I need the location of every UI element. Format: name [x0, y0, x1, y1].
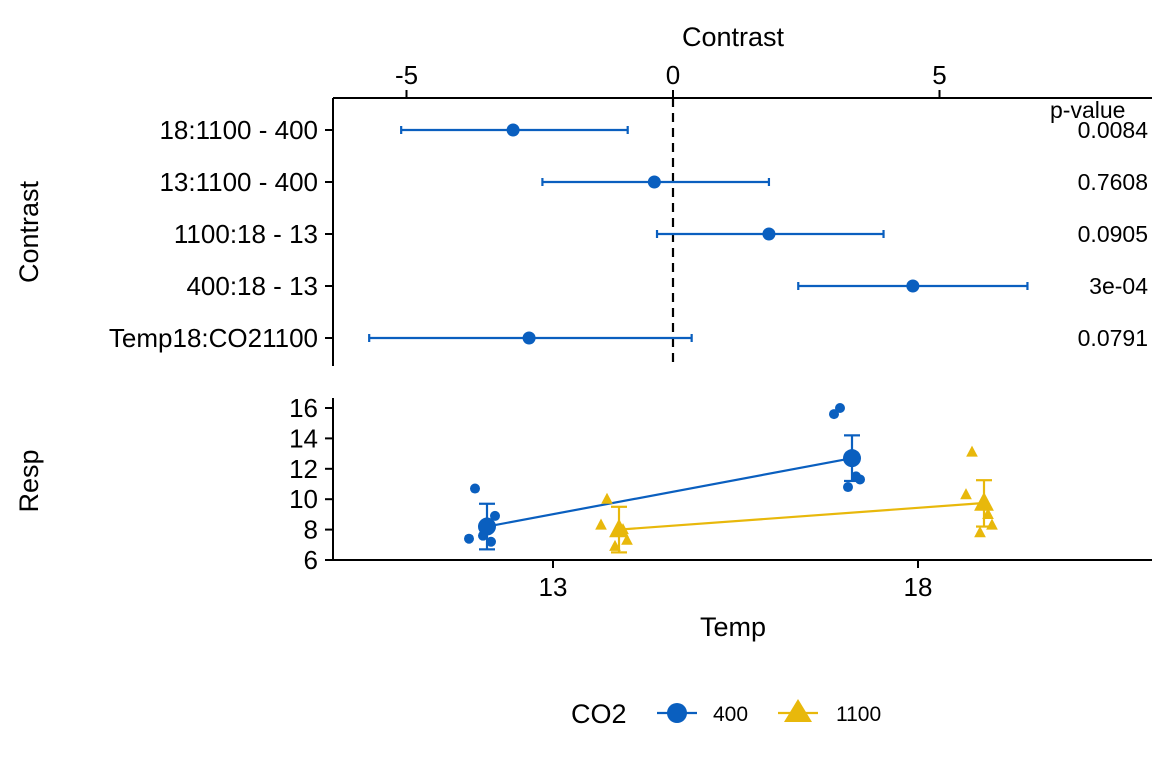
data-point — [966, 445, 978, 457]
top-panel-marks — [368, 123, 1029, 345]
p-value-header: p-value — [1050, 97, 1125, 123]
data-point — [835, 403, 845, 413]
legend-label-400: 400 — [713, 703, 748, 726]
legend-title: CO2 — [571, 699, 627, 729]
contrast-forest-panel: -5 0 5 18:1100 - 400 13:1100 - 400 1100:18 -… — [14, 22, 1152, 366]
series-400 — [464, 403, 865, 551]
top-panel-x-title: Contrast — [682, 22, 785, 52]
estimate-point-1100-18-13 — [762, 227, 776, 241]
legend-item-1100: 1100 — [778, 699, 881, 726]
data-point — [843, 482, 853, 493]
bottom-y-tick-label: 6 — [304, 545, 318, 575]
triangle-marker-icon — [784, 699, 812, 722]
bottom-panel-x-ticks: 13 18 — [539, 560, 933, 602]
contrast-label-400-18-13: 400:18 - 13 — [186, 271, 318, 301]
circle-marker-icon — [667, 703, 687, 723]
legend: CO2 400 1100 — [571, 699, 881, 729]
top-x-tick-label: 0 — [666, 60, 680, 90]
p-value-column: 0.0084 0.7608 0.0905 3e-04 0.0791 — [1078, 117, 1149, 351]
data-point — [490, 510, 500, 521]
top-x-tick-label: 5 — [932, 60, 946, 90]
contrast-label-18-1100-400: 18:1100 - 400 — [159, 115, 318, 145]
data-point — [464, 533, 474, 544]
data-point — [829, 409, 839, 420]
bottom-panel-y-title: Resp — [14, 449, 44, 512]
series-line-400 — [486, 457, 853, 528]
data-point — [974, 526, 986, 538]
mean-point — [974, 492, 994, 511]
data-point — [470, 483, 480, 494]
data-point — [601, 492, 613, 504]
data-point — [486, 536, 496, 547]
bottom-y-tick-label: 12 — [289, 454, 318, 484]
estimate-point-18-1100-400 — [506, 123, 520, 137]
data-point — [986, 518, 998, 530]
top-panel-x-ticks: -5 0 5 — [395, 60, 947, 98]
bottom-y-tick-label: 10 — [289, 484, 318, 514]
estimate-point-temp18-co21100 — [522, 331, 536, 345]
estimate-point-400-18-13 — [906, 279, 920, 293]
bottom-x-tick-label: 13 — [539, 572, 568, 602]
bottom-panel-x-title: Temp — [700, 612, 766, 642]
bottom-y-tick-label: 16 — [289, 393, 318, 423]
data-point — [595, 518, 607, 530]
contrast-label-1100-18-13: 1100:18 - 13 — [174, 219, 318, 249]
mean-point — [609, 518, 629, 538]
p-value-13-1100-400: 0.7608 — [1078, 169, 1148, 195]
top-x-tick-label: -5 — [395, 60, 418, 90]
top-panel-y-title: Contrast — [14, 180, 44, 283]
legend-item-400: 400 — [657, 703, 748, 726]
contrast-label-13-1100-400: 13:1100 - 400 — [159, 167, 318, 197]
p-value-18-1100-400: 0.0084 — [1078, 117, 1149, 143]
p-value-1100-18-13: 0.0905 — [1078, 221, 1148, 247]
p-value-temp18-co21100: 0.0791 — [1078, 325, 1148, 351]
mean-point — [478, 517, 496, 536]
top-panel-y-ticks: 18:1100 - 400 13:1100 - 400 1100:18 - 13 40… — [109, 115, 333, 353]
p-value-400-18-13: 3e-04 — [1089, 273, 1148, 299]
bottom-x-tick-label: 18 — [904, 572, 933, 602]
data-point — [621, 533, 633, 545]
series-line-1100 — [618, 501, 985, 531]
mean-point — [843, 449, 861, 468]
data-point — [960, 488, 972, 500]
bottom-y-tick-label: 8 — [304, 515, 318, 545]
bottom-panel-marks — [464, 403, 998, 554]
bottom-y-tick-label: 14 — [289, 423, 318, 453]
data-point — [855, 474, 865, 485]
estimate-point-13-1100-400 — [647, 175, 661, 189]
contrast-label-temp18-co21100: Temp18:CO21100 — [109, 323, 318, 353]
legend-label-1100: 1100 — [836, 703, 881, 726]
series-1100 — [595, 445, 998, 554]
